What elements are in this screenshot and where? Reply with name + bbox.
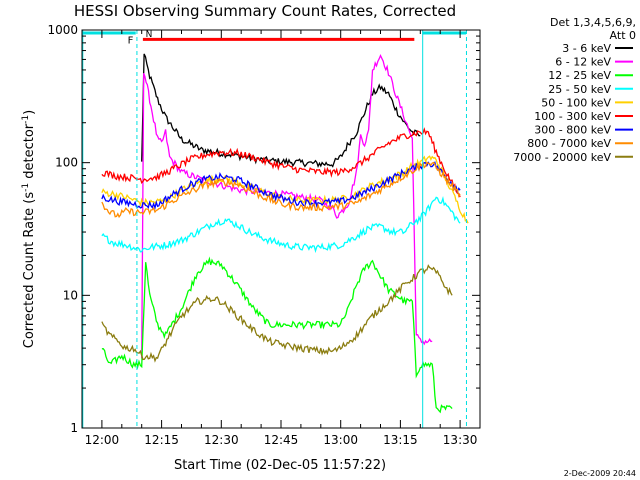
series-line-1 (141, 54, 433, 359)
y-axis-label: Corrected Count Rate (s-1 detector-1) (21, 110, 37, 348)
footer-date: 2-Dec-2009 20:44 (564, 469, 636, 478)
x-tick-label: 13:00 (323, 433, 358, 447)
x-tick-label: 13:30 (443, 433, 478, 447)
y-axis-label-sup-2: -1 (21, 115, 31, 124)
plot-area: FN 12:00 12:15 12:30 12:45 13:00 13:15 13:30 1… (47, 23, 481, 447)
series-line-7 (101, 161, 461, 219)
x-tick-label: 13:15 (383, 433, 418, 447)
legend-label: 3 - 6 keV (562, 42, 611, 55)
markers: FN (82, 30, 467, 428)
y-tick-label: 1 (70, 421, 78, 435)
y-tick-label: 10 (63, 288, 78, 302)
night-label: N (146, 30, 153, 40)
y-axis-label-main: Corrected Count Rate (s (22, 192, 37, 349)
chart-title: HESSI Observing Summary Count Rates, Cor… (74, 2, 456, 20)
legend-label: 50 - 100 keV (541, 96, 611, 109)
x-tick-label: 12:45 (264, 433, 299, 447)
y-axis-label-end: ) (22, 110, 37, 115)
x-ticks: 12:00 12:15 12:30 12:45 13:00 13:15 13:30 (85, 30, 478, 447)
series-line-0 (141, 53, 421, 169)
x-tick-label: 12:15 (144, 433, 179, 447)
series-line-2 (101, 256, 453, 414)
series-line-6 (101, 160, 461, 210)
legend-label: 25 - 50 keV (548, 83, 611, 96)
legend-label: 300 - 800 keV (534, 124, 611, 137)
legend-label: 100 - 300 keV (534, 110, 611, 123)
legend-label: 6 - 12 keV (555, 56, 611, 69)
legend-label: 800 - 7000 keV (527, 137, 611, 150)
y-tick-label: 1000 (47, 23, 78, 37)
y-ticks: 1 10 100 1000 (47, 23, 480, 435)
legend-header-2: Att 0 (610, 29, 636, 42)
y-axis-label-sup-1: -1 (21, 183, 31, 192)
series-line-5 (101, 127, 461, 198)
y-tick-label: 100 (55, 156, 78, 170)
legend-label: 7000 - 20000 keV (513, 151, 611, 164)
series-layer (101, 53, 469, 414)
legend-label: 12 - 25 keV (548, 69, 611, 82)
x-axis-label: Start Time (02-Dec-05 11:57:22) (174, 458, 386, 473)
legend-header-1: Det 1,3,4,5,6,9, (550, 16, 636, 29)
flare-flag-label: F (128, 35, 134, 46)
series-line-8 (101, 264, 453, 363)
x-tick-label: 12:30 (204, 433, 239, 447)
y-axis-label-mid: detector (22, 123, 37, 183)
x-tick-label: 12:00 (85, 433, 120, 447)
series-line-3 (101, 195, 461, 254)
